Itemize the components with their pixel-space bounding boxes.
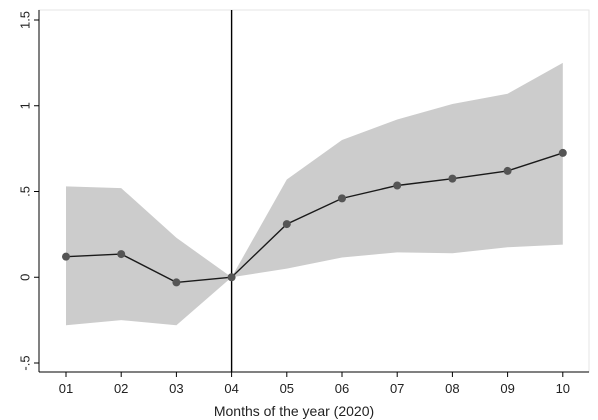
y-tick-label: .5 bbox=[18, 186, 33, 197]
data-point bbox=[117, 250, 126, 259]
y-axis: -.5 0 .5 1 1.5 bbox=[18, 10, 40, 372]
x-tick-label: 05 bbox=[280, 381, 294, 396]
x-tick-label: 08 bbox=[445, 381, 459, 396]
y-tick-label: 1 bbox=[18, 102, 33, 109]
x-tick-label: 10 bbox=[556, 381, 570, 396]
x-tick-label: 07 bbox=[390, 381, 404, 396]
x-axis: 01 02 03 04 05 06 07 08 09 10 bbox=[39, 371, 589, 396]
x-axis-title: Months of the year (2020) bbox=[214, 403, 374, 419]
series-line bbox=[65, 152, 564, 284]
x-tick-label: 02 bbox=[114, 381, 128, 396]
x-tick-label: 09 bbox=[500, 381, 514, 396]
data-point bbox=[172, 278, 181, 287]
x-tick-label: 04 bbox=[224, 381, 238, 396]
x-tick-label: 03 bbox=[169, 381, 183, 396]
data-point bbox=[503, 166, 512, 175]
x-tick-label: 01 bbox=[59, 381, 73, 396]
confidence-band bbox=[66, 62, 563, 326]
data-marks bbox=[62, 10, 567, 372]
data-point bbox=[448, 174, 457, 183]
data-point bbox=[393, 181, 402, 190]
data-point bbox=[227, 273, 236, 282]
data-point bbox=[558, 148, 567, 157]
data-point bbox=[338, 194, 346, 203]
data-point bbox=[62, 252, 70, 261]
data-point bbox=[282, 220, 291, 229]
y-tick-label: 0 bbox=[18, 274, 33, 281]
y-tick-label: 1.5 bbox=[18, 11, 33, 29]
plot-area bbox=[38, 9, 590, 373]
y-tick-label: -.5 bbox=[18, 355, 33, 370]
x-tick-label: 06 bbox=[335, 381, 349, 396]
